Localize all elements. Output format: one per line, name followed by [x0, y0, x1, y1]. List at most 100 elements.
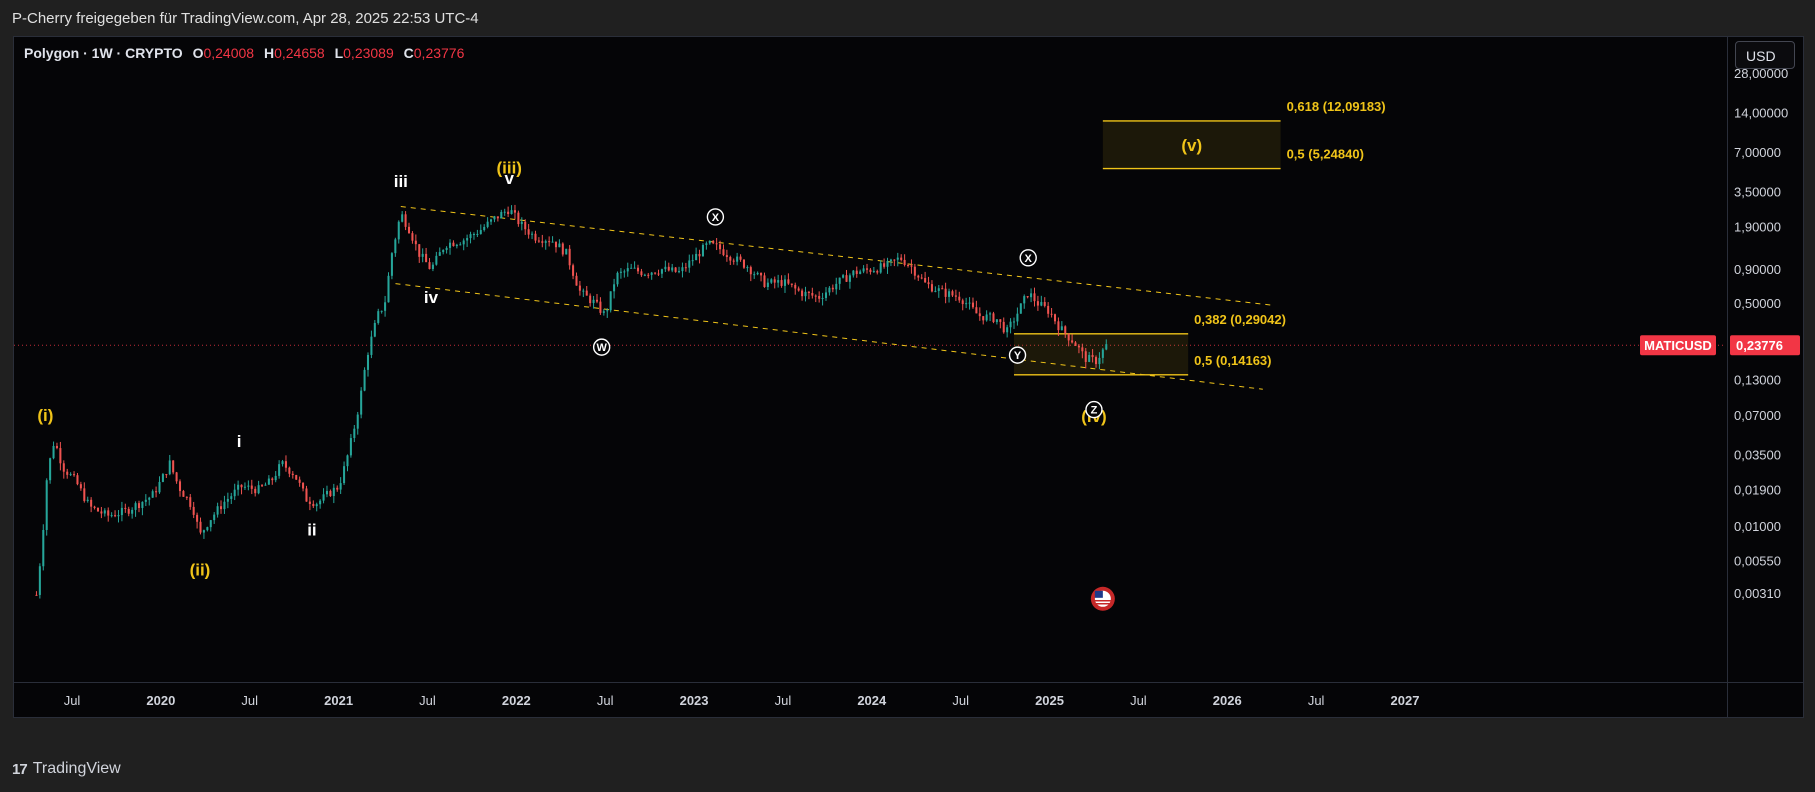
close-value: 0,23776: [413, 45, 465, 61]
candle-body: [295, 475, 298, 480]
candle-body: [79, 484, 82, 489]
candle-body: [660, 269, 663, 274]
price-tick-label: 0,13000: [1734, 373, 1781, 388]
candle-body: [773, 279, 776, 283]
candle-body: [582, 290, 585, 292]
currency-button[interactable]: USD: [1735, 41, 1795, 69]
candle-body: [100, 511, 103, 514]
price-tick-label: 0,00310: [1734, 586, 1781, 601]
candle-body: [606, 310, 609, 312]
candle-body: [387, 275, 390, 303]
candle-body: [472, 234, 475, 236]
chart-frame[interactable]: 0,618 (12,09183) 0,5 (5,24840) (v) 0,382 (0…: [13, 36, 1804, 718]
circled-wave-label: X: [1025, 253, 1033, 265]
candle-body: [52, 445, 55, 459]
price-tick-label: 0,01900: [1734, 482, 1781, 497]
candle-body: [192, 506, 195, 515]
candle-body: [66, 471, 69, 475]
candle-body: [920, 277, 923, 279]
candle-body: [202, 530, 205, 533]
candle-body: [438, 252, 441, 256]
candle-body: [507, 211, 510, 215]
candle-body: [425, 253, 428, 263]
candle-body: [243, 486, 246, 488]
candle-body: [493, 216, 496, 220]
brand-name: TradingView: [32, 760, 121, 777]
price-chart[interactable]: 0,618 (12,09183) 0,5 (5,24840) (v) 0,382 (0…: [14, 37, 1726, 717]
candle-body: [114, 515, 117, 517]
candle-body: [196, 514, 199, 522]
candle-body: [185, 496, 188, 498]
candle-body: [746, 267, 749, 269]
footer-brand[interactable]: 17 TradingView: [12, 760, 121, 778]
candle-body: [616, 272, 619, 285]
candle-body: [319, 500, 322, 505]
candle-body: [513, 210, 516, 213]
candle-body: [859, 271, 862, 274]
candle-body: [907, 264, 910, 266]
low-label: L: [334, 45, 344, 61]
high-value: 0,24658: [274, 45, 325, 61]
candle-body: [343, 466, 346, 484]
candle-body: [989, 313, 992, 315]
time-tick-label: 2025: [1035, 693, 1064, 708]
candle-body: [561, 243, 564, 255]
candle-body: [903, 259, 906, 265]
candle-body: [356, 414, 359, 429]
candle-body: [760, 272, 763, 276]
circled-wave-marker: [1085, 400, 1103, 419]
candle-body: [510, 210, 513, 215]
candle-body: [261, 485, 264, 487]
candle-body: [930, 284, 933, 292]
candle-body: [619, 271, 622, 273]
candle-body: [486, 221, 489, 227]
candle-body: [107, 510, 110, 516]
circled-wave-marker: [592, 338, 611, 356]
candle-body: [1060, 326, 1063, 331]
candle-body: [657, 273, 660, 275]
candle-body: [254, 488, 257, 494]
candle-body: [407, 226, 411, 234]
candle-body: [753, 274, 756, 276]
candle-body: [883, 263, 886, 267]
candle-body: [585, 290, 588, 296]
time-scale[interactable]: Jul 2020 Jul 2021 Jul 2022 Jul 2023 Jul 2024 Jul 20…: [14, 683, 1726, 717]
candle-body: [435, 255, 438, 265]
candle-body: [804, 291, 807, 297]
candle-body: [647, 274, 650, 276]
time-tick-label: 2022: [502, 693, 531, 708]
candle-body: [500, 211, 503, 219]
fib-level-label: 0,618 (12,09183): [1287, 99, 1386, 114]
candle-body: [1098, 357, 1101, 365]
price-scale[interactable]: 28,00000 14,00000 7,00000 3,50000 1,90000 0,9…: [1728, 37, 1804, 682]
candle-body: [421, 253, 424, 257]
candle-body: [777, 280, 780, 283]
candle-body: [705, 243, 708, 245]
time-tick-label: 2020: [146, 693, 175, 708]
candle-body: [1101, 349, 1104, 358]
candle-body: [124, 507, 127, 509]
candle-body: [373, 322, 376, 337]
candle-body: [763, 275, 766, 288]
channel-line-upper: [400, 206, 1272, 306]
candle-body: [298, 479, 301, 483]
candle-body: [797, 288, 800, 291]
candle-body: [469, 234, 472, 239]
candle-body: [380, 310, 383, 312]
candle-body: [814, 295, 817, 297]
candle-body: [370, 336, 373, 355]
candle-body: [404, 214, 407, 227]
candle-body: [1006, 327, 1009, 333]
candle-body: [281, 461, 284, 465]
candle-body: [941, 288, 944, 290]
candle-body: [865, 268, 869, 270]
candle-body: [1081, 347, 1084, 352]
candle-body: [664, 266, 667, 270]
candle-body: [541, 241, 544, 243]
candle-body: [271, 478, 274, 481]
candle-body: [794, 284, 797, 289]
candle-body: [982, 316, 985, 321]
price-tick-label: 14,00000: [1734, 106, 1788, 121]
candle-body: [103, 510, 106, 514]
candle-body: [544, 241, 547, 243]
